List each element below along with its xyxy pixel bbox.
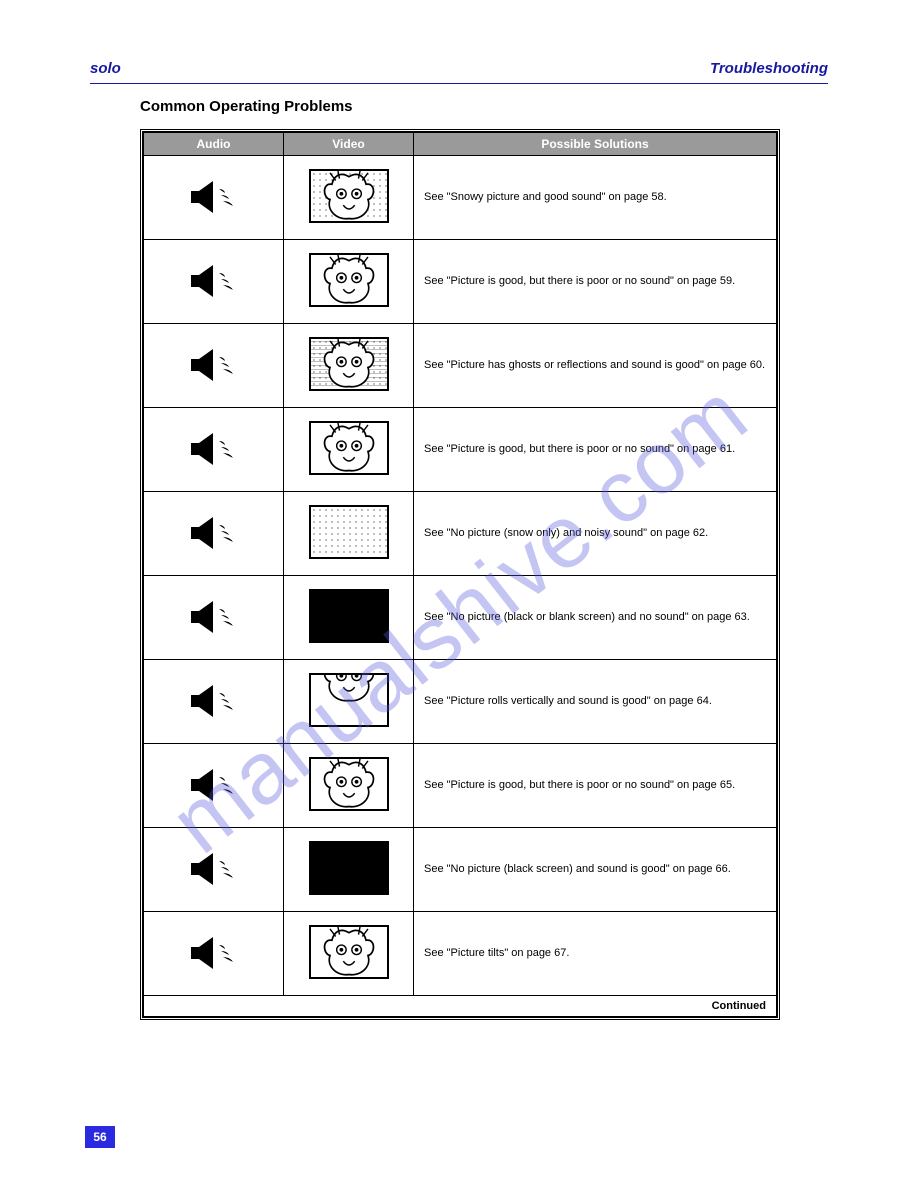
video-cell [284,240,414,324]
problems-table: Audio Video Possible Solutions See "Snow… [143,132,777,1017]
audio-cell [144,744,284,828]
speaker-on-icon [179,841,249,895]
desc-cell: See "Picture tilts" on page 67. [414,912,777,996]
video-creature_snow_dash-icon [309,337,389,391]
section-title: Common Operating Problems [140,98,828,115]
speaker-on-icon [179,337,249,391]
audio-cell [144,240,284,324]
desc-cell: See "Snowy picture and good sound" on pa… [414,156,777,240]
video-creature_clear-icon [309,253,389,307]
speaker-on-icon [179,925,249,979]
desc-cell: See "Picture rolls vertically and sound … [414,660,777,744]
video-creature_clear-icon [309,925,389,979]
page-number: 56 [85,1126,115,1148]
audio-cell [144,576,284,660]
header-left: solo [90,60,121,77]
video-creature_clear-icon [309,757,389,811]
video-black-icon [309,589,389,643]
audio-cell [144,492,284,576]
video-black-icon [309,841,389,895]
audio-cell [144,408,284,492]
video-cell [284,912,414,996]
audio-cell [144,660,284,744]
col-audio: Audio [144,133,284,156]
video-cell [284,744,414,828]
video-cell [284,828,414,912]
video-cell [284,408,414,492]
header-right: Troubleshooting [710,60,828,77]
video-cell [284,156,414,240]
audio-cell [144,912,284,996]
col-video: Video [284,133,414,156]
continued-label: Continued [144,996,777,1017]
video-cell [284,492,414,576]
problems-table-wrap: Audio Video Possible Solutions See "Snow… [140,129,780,1020]
audio-cell [144,828,284,912]
table-row: See "Snowy picture and good sound" on pa… [144,156,777,240]
table-row: See "No picture (snow only) and noisy so… [144,492,777,576]
col-solutions: Possible Solutions [414,133,777,156]
table-row: See "Picture is good, but there is poor … [144,240,777,324]
desc-cell: See "Picture is good, but there is poor … [414,240,777,324]
speaker-on-icon [179,673,249,727]
table-row: See "No picture (black or blank screen) … [144,576,777,660]
video-snow-icon [309,505,389,559]
table-row: See "No picture (black screen) and sound… [144,828,777,912]
speaker-off-icon [179,757,249,811]
video-cell [284,576,414,660]
desc-cell: See "Picture is good, but there is poor … [414,408,777,492]
speaker-off-icon [179,589,249,643]
audio-cell [144,324,284,408]
speaker-off-icon [179,421,249,475]
table-row: See "Picture rolls vertically and sound … [144,660,777,744]
table-row: See "Picture has ghosts or reflections a… [144,324,777,408]
video-creature_snow_light-icon [309,169,389,223]
desc-cell: See "Picture is good, but there is poor … [414,744,777,828]
desc-cell: See "No picture (snow only) and noisy so… [414,492,777,576]
table-row-continued: Continued [144,996,777,1017]
table-row: See "Picture is good, but there is poor … [144,408,777,492]
video-cell [284,324,414,408]
video-cell [284,660,414,744]
speaker-on-icon [179,253,249,307]
speaker-on-icon [179,505,249,559]
desc-cell: See "No picture (black screen) and sound… [414,828,777,912]
table-row: See "Picture tilts" on page 67. [144,912,777,996]
page-header: solo Troubleshooting [90,60,828,84]
table-row: See "Picture is good, but there is poor … [144,744,777,828]
video-creature_clear-icon [309,421,389,475]
video-creature_rolled-icon [309,673,389,727]
desc-cell: See "Picture has ghosts or reflections a… [414,324,777,408]
speaker-on-icon [179,169,249,223]
desc-cell: See "No picture (black or blank screen) … [414,576,777,660]
audio-cell [144,156,284,240]
page: solo Troubleshooting Common Operating Pr… [0,0,918,1188]
